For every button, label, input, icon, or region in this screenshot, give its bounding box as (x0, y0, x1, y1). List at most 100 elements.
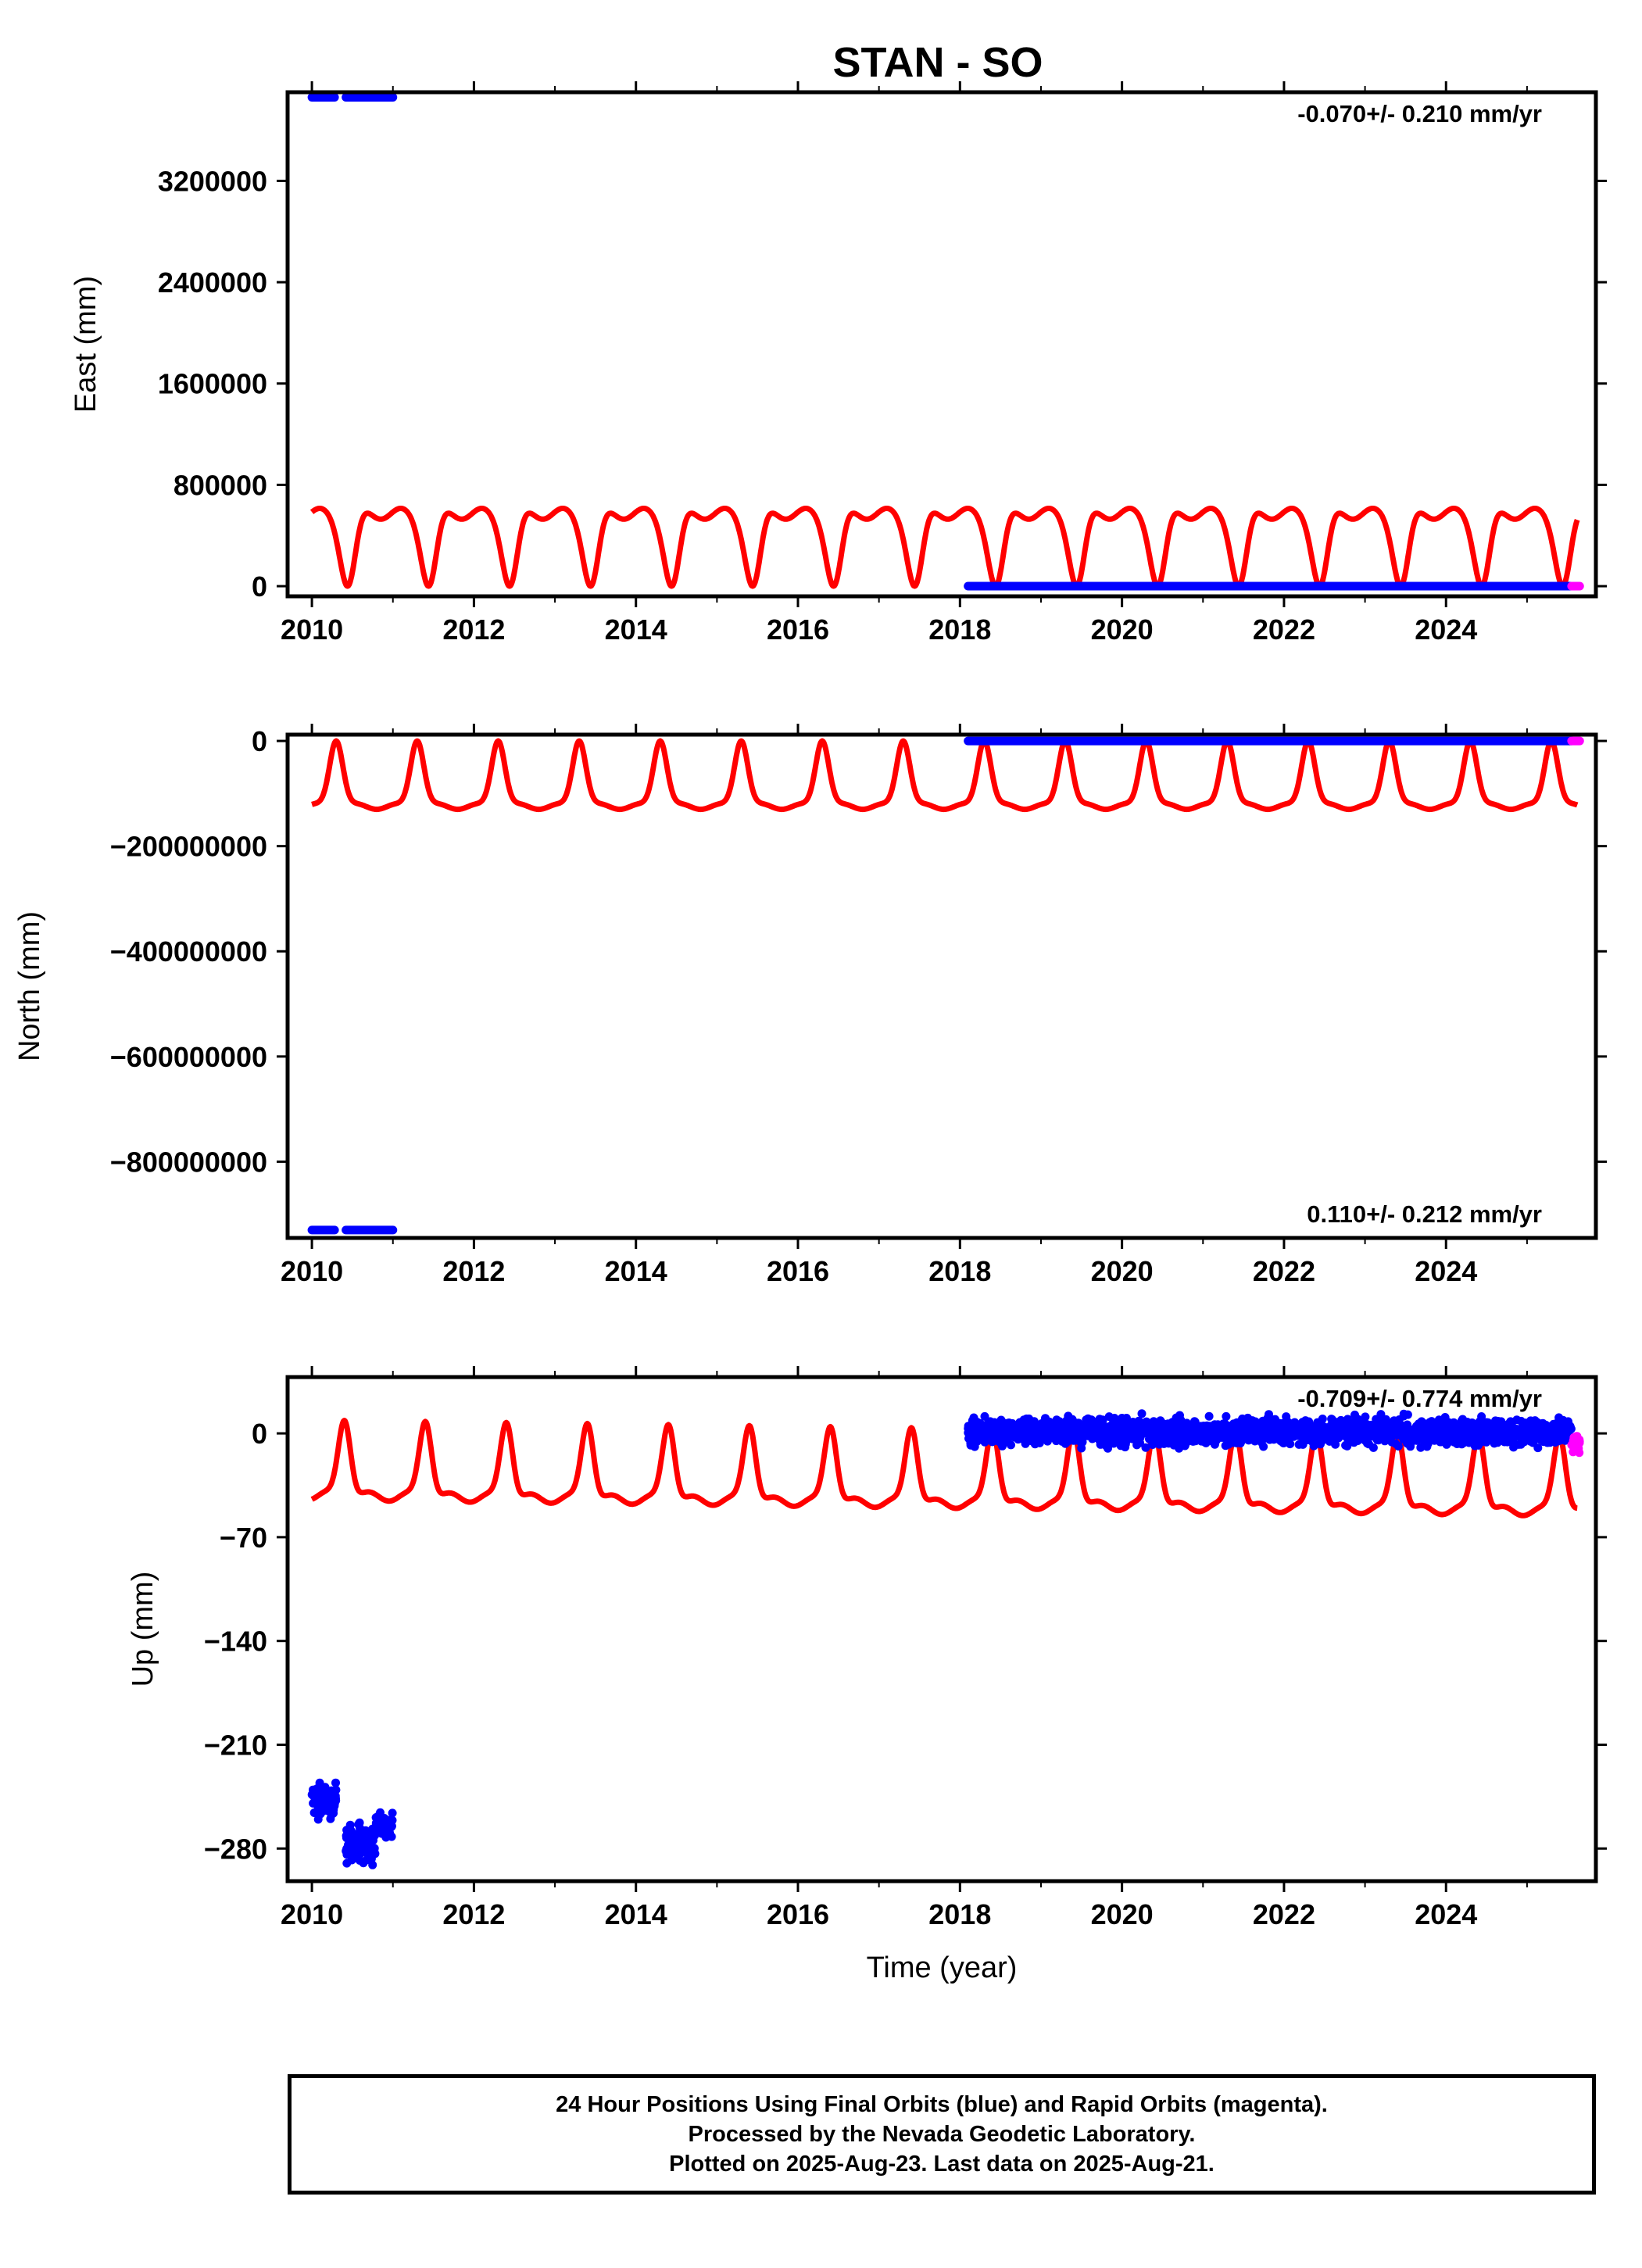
data-point (1461, 1436, 1471, 1446)
data-point (1248, 1417, 1257, 1426)
x-tick-label: 2012 (442, 1255, 505, 1287)
data-point (1536, 1432, 1545, 1441)
data-point (1041, 1414, 1050, 1423)
data-point (1204, 1435, 1214, 1443)
data-point (1007, 1420, 1016, 1429)
y-tick-label: −400000000 (110, 935, 267, 968)
model-curve (309, 1418, 1579, 1519)
x-tick-label: 2022 (1253, 1255, 1315, 1287)
data-point (1051, 1426, 1061, 1436)
data-point (1201, 1423, 1211, 1433)
data-point (309, 1798, 318, 1808)
data-point (1239, 1426, 1248, 1435)
data-point (361, 1829, 370, 1838)
x-tick-label: 2024 (1415, 1255, 1477, 1287)
data-point (1150, 1425, 1160, 1434)
data-point (376, 1813, 385, 1823)
data-point (1286, 1440, 1295, 1449)
data-layer (307, 736, 1584, 1235)
data-point (1050, 1433, 1059, 1443)
y-tick-label: −600000000 (110, 1041, 267, 1073)
y-tick-label: 800000 (174, 469, 267, 501)
data-point (1526, 1422, 1536, 1432)
data-point (1283, 1432, 1293, 1441)
data-point (1192, 1423, 1201, 1433)
x-tick-label: 2010 (281, 614, 343, 646)
data-point (980, 1437, 989, 1447)
data-point (1121, 1418, 1130, 1427)
data-point (1297, 1429, 1306, 1438)
data-point (1118, 1437, 1127, 1447)
data-point (342, 1833, 351, 1843)
data-point (1335, 1430, 1344, 1440)
data-point (1448, 1422, 1458, 1432)
final-orbit-points (370, 1808, 397, 1842)
data-point (1368, 1443, 1378, 1452)
data-point (1375, 1426, 1385, 1435)
x-tick-label: 2018 (928, 1898, 991, 1930)
data-point (1562, 1426, 1572, 1435)
x-axis-label: Time (year) (867, 1951, 1018, 1984)
data-point (1458, 1415, 1467, 1424)
data-point (1361, 1425, 1370, 1434)
data-point (345, 1820, 355, 1830)
data-point (1169, 1440, 1179, 1450)
data-point (1554, 1413, 1564, 1422)
data-point (331, 1794, 341, 1804)
data-point (1308, 1436, 1317, 1445)
final-orbit-points (307, 1778, 341, 1824)
data-point (1057, 1436, 1067, 1446)
data-point (343, 1842, 352, 1851)
data-point (1465, 1418, 1474, 1428)
data-point (1383, 1425, 1392, 1434)
data-point (1279, 1418, 1288, 1428)
footer-line-orbits: 24 Hour Positions Using Final Orbits (bl… (556, 2092, 1328, 2117)
data-point (1266, 1416, 1275, 1426)
data-point (1028, 1433, 1037, 1443)
y-tick-label: −210 (204, 1729, 267, 1761)
velocity-annotation: 0.110+/- 0.212 mm/yr (1307, 1200, 1542, 1228)
data-point (1156, 1416, 1165, 1426)
x-tick-label: 2014 (605, 614, 667, 646)
y-axis-label: Up (mm) (127, 1572, 159, 1687)
data-point (380, 1821, 389, 1830)
data-point (1151, 1436, 1161, 1445)
data-point (388, 1808, 397, 1818)
data-point (1545, 1438, 1554, 1447)
data-point (1029, 1417, 1039, 1426)
data-point (1497, 1417, 1506, 1426)
data-point (355, 1818, 364, 1827)
processing-note-box: 24 Hour Positions Using Final Orbits (bl… (288, 2074, 1596, 2195)
data-point (1550, 1421, 1559, 1430)
data-point (1237, 1436, 1246, 1446)
y-tick-label: −280 (204, 1833, 267, 1865)
data-point (1030, 1424, 1039, 1433)
data-point (1360, 1436, 1369, 1445)
x-tick-label: 2020 (1091, 614, 1154, 646)
data-point (1287, 1422, 1297, 1431)
data-point (1343, 1441, 1352, 1451)
y-tick-label: 2400000 (158, 267, 267, 299)
data-point (372, 1825, 381, 1833)
plot-frame (285, 90, 1598, 599)
data-point (1221, 1441, 1230, 1451)
data-point (1350, 1410, 1359, 1419)
x-tick-label: 2022 (1253, 1898, 1315, 1930)
data-point (1554, 1433, 1562, 1442)
data-point (1350, 1429, 1359, 1439)
data-point (1222, 1411, 1231, 1421)
data-point (1254, 1429, 1264, 1439)
data-point (1018, 1425, 1027, 1434)
data-point (367, 1844, 377, 1853)
data-point (1015, 1418, 1025, 1427)
data-point (1416, 1434, 1426, 1443)
data-point (313, 1815, 323, 1824)
data-point (1399, 1409, 1408, 1418)
x-tick-label: 2010 (281, 1898, 343, 1930)
footer-line-dates: Plotted on 2025-Aug-23. Last data on 202… (669, 2152, 1215, 2177)
rapid-orbit-points (1567, 1432, 1584, 1458)
data-point (969, 1413, 978, 1422)
y-tick-label: 3200000 (158, 165, 267, 197)
panel-north: 2010 2012 2014 2016 2018 2020 2022 2024 0 −200000… (13, 724, 1607, 1287)
x-tick-label: 2016 (767, 614, 829, 646)
